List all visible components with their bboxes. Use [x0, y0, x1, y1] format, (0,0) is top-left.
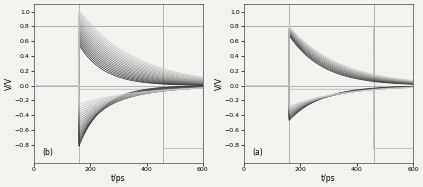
- Y-axis label: V/V: V/V: [4, 77, 13, 90]
- Text: (b): (b): [42, 148, 53, 157]
- X-axis label: t/ps: t/ps: [321, 174, 336, 183]
- Text: (a): (a): [253, 148, 263, 157]
- X-axis label: t/ps: t/ps: [111, 174, 126, 183]
- Y-axis label: V/V: V/V: [214, 77, 223, 90]
